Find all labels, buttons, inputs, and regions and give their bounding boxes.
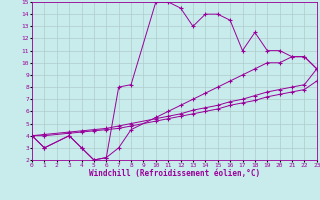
X-axis label: Windchill (Refroidissement éolien,°C): Windchill (Refroidissement éolien,°C) (89, 169, 260, 178)
